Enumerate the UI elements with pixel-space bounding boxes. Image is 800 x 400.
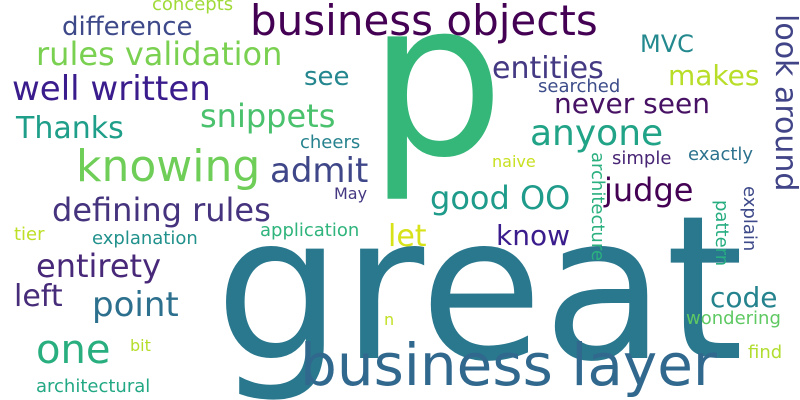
word-great: great bbox=[215, 173, 744, 400]
word-look-around: look around bbox=[768, 14, 800, 192]
word-defining-rules: defining rules bbox=[52, 191, 271, 229]
word-architecture: architecture bbox=[587, 152, 608, 261]
word-cheers: cheers bbox=[300, 132, 361, 153]
word-left: left bbox=[14, 279, 63, 314]
word-find: find bbox=[748, 342, 783, 363]
word-bit: bit bbox=[130, 336, 151, 355]
word-difference: difference bbox=[62, 12, 193, 42]
word-simple: simple bbox=[612, 148, 672, 169]
word-snippets: snippets bbox=[200, 97, 336, 135]
word-code: code bbox=[710, 281, 778, 314]
word-see: see bbox=[304, 62, 350, 92]
word-naive: naive bbox=[492, 152, 536, 171]
word-architectural: architectural bbox=[36, 376, 151, 397]
word-may: May bbox=[334, 184, 368, 203]
word-explain: explain bbox=[739, 186, 760, 252]
word-entirety: entirety bbox=[36, 247, 162, 285]
word-makes: makes bbox=[668, 59, 760, 92]
word-searched: searched bbox=[538, 76, 621, 97]
word-explanation: explanation bbox=[92, 228, 198, 249]
word-anyone: anyone bbox=[530, 113, 664, 154]
word-let: let bbox=[388, 219, 427, 254]
word-judge: judge bbox=[604, 171, 694, 209]
word-mvc: MVC bbox=[640, 30, 694, 58]
word-n: n bbox=[384, 310, 395, 329]
word-business-objects: business objects bbox=[250, 0, 598, 45]
word-never-seen: never seen bbox=[554, 87, 710, 120]
word-p: p bbox=[368, 0, 505, 205]
word-exactly: exactly bbox=[688, 144, 754, 165]
word-entities: entities bbox=[492, 51, 604, 86]
word-concepts: concepts bbox=[152, 0, 234, 15]
word-thanks: Thanks bbox=[16, 111, 124, 146]
word-admit: admit bbox=[270, 151, 369, 191]
word-business-layer: business layer bbox=[300, 331, 717, 399]
word-know: know bbox=[496, 219, 570, 252]
word-good-oo: good OO bbox=[430, 179, 571, 217]
word-pattern: pattern bbox=[711, 200, 732, 267]
word-tier: tier bbox=[14, 224, 45, 245]
word-wondering: wondering bbox=[686, 308, 781, 329]
word-point: point bbox=[92, 285, 179, 325]
word-well-written: well written bbox=[12, 69, 211, 109]
word-application: application bbox=[260, 220, 360, 241]
word-one: one bbox=[36, 327, 111, 373]
word-knowing: knowing bbox=[76, 141, 261, 192]
word-rules-validation: rules validation bbox=[36, 35, 283, 73]
